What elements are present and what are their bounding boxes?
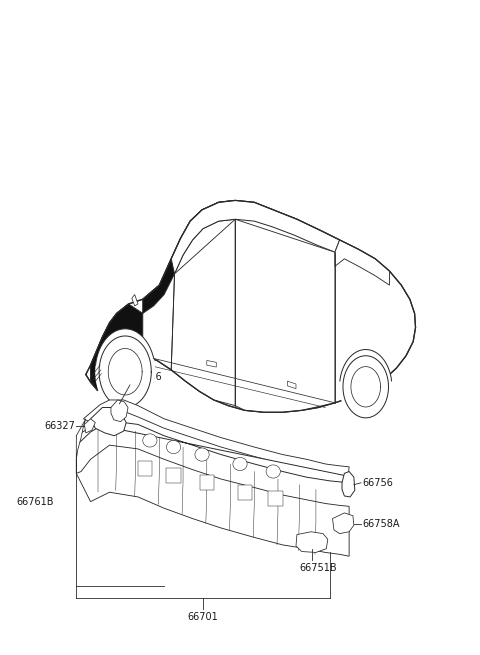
Polygon shape: [95, 329, 155, 415]
Polygon shape: [111, 400, 128, 422]
Polygon shape: [76, 419, 86, 474]
Polygon shape: [296, 532, 328, 552]
Bar: [167, 468, 180, 483]
Text: 66766: 66766: [131, 372, 162, 382]
Polygon shape: [333, 513, 354, 534]
Text: 66327: 66327: [44, 421, 75, 432]
Ellipse shape: [167, 440, 180, 454]
Polygon shape: [171, 200, 340, 274]
Text: 66756: 66756: [362, 477, 393, 488]
Text: 66701: 66701: [188, 612, 218, 622]
Polygon shape: [339, 350, 392, 424]
Bar: [200, 476, 214, 491]
Polygon shape: [132, 295, 138, 306]
Polygon shape: [84, 400, 349, 476]
Ellipse shape: [143, 434, 157, 447]
Text: 66758A: 66758A: [362, 519, 400, 529]
Polygon shape: [235, 219, 335, 412]
Polygon shape: [91, 407, 126, 436]
Ellipse shape: [195, 448, 209, 461]
Polygon shape: [288, 381, 296, 388]
Polygon shape: [171, 219, 235, 405]
Bar: [138, 461, 152, 476]
Text: 66751B: 66751B: [300, 563, 337, 573]
Bar: [268, 491, 283, 506]
Polygon shape: [76, 421, 349, 483]
Polygon shape: [76, 445, 349, 556]
Polygon shape: [207, 360, 216, 367]
Polygon shape: [91, 200, 235, 390]
Polygon shape: [342, 472, 355, 497]
Text: 66761B: 66761B: [16, 496, 54, 506]
Polygon shape: [86, 200, 416, 412]
Polygon shape: [335, 240, 389, 285]
Ellipse shape: [233, 457, 247, 470]
Ellipse shape: [266, 465, 280, 478]
Bar: [238, 485, 252, 500]
Polygon shape: [84, 419, 96, 433]
